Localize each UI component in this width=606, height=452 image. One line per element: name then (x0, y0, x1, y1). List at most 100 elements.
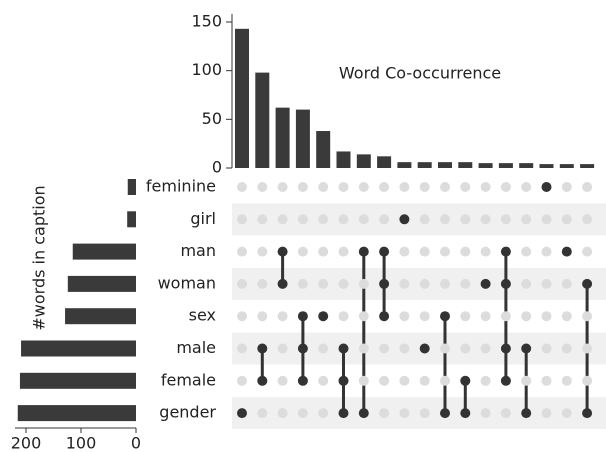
matrix-dot (358, 311, 369, 322)
matrix-dot (237, 311, 247, 322)
matrix-dot-active (297, 311, 308, 322)
matrix-dot (419, 214, 430, 225)
matrix-dot (480, 246, 491, 257)
matrix-dot-active (318, 311, 329, 322)
set-tick-label: 0 (131, 434, 141, 452)
matrix-dot (399, 246, 410, 257)
matrix-dot (440, 375, 450, 386)
matrix-dot (297, 246, 308, 257)
matrix-dot (379, 408, 390, 419)
matrix-dot-active (561, 246, 572, 257)
matrix-dot (460, 246, 471, 257)
matrix-dot (318, 408, 329, 419)
matrix-dot (582, 214, 593, 225)
matrix-dot-active (460, 408, 471, 419)
matrix-dot (318, 278, 329, 289)
matrix-dot (521, 214, 532, 225)
set-bar (65, 308, 136, 325)
matrix-dot (358, 278, 369, 289)
matrix-dot (582, 343, 593, 354)
matrix-dot-active (500, 278, 511, 289)
matrix-dot (582, 311, 593, 322)
matrix-dot-active (358, 246, 369, 257)
matrix-dot (237, 278, 247, 289)
bar (580, 164, 595, 168)
matrix-dot (277, 408, 288, 419)
matrix-dot (257, 214, 268, 225)
matrix-dot (521, 375, 532, 386)
matrix-dot-active (379, 311, 390, 322)
y-tick-label: 150 (191, 12, 222, 31)
matrix-dot (297, 278, 308, 289)
matrix-dot (561, 343, 572, 354)
matrix-dot (561, 278, 572, 289)
matrix-dot (358, 375, 369, 386)
matrix-dot (237, 182, 247, 192)
bar (458, 162, 473, 168)
matrix-dot (419, 182, 430, 192)
matrix-dot-active (297, 343, 308, 354)
matrix-dot-active (257, 375, 268, 386)
matrix-dot (277, 343, 288, 354)
matrix-dot-active (500, 375, 511, 386)
bar (295, 109, 310, 168)
bar (417, 162, 432, 168)
matrix-dot-active (297, 375, 308, 386)
matrix-dot (338, 311, 349, 322)
set-label: girl (190, 209, 216, 228)
bar (397, 162, 412, 168)
matrix-dot (358, 214, 369, 225)
matrix-dot-active (521, 343, 532, 354)
matrix-dot (419, 375, 430, 386)
set-bar (67, 275, 136, 292)
matrix-dot-active (582, 278, 593, 289)
matrix-dot-active (237, 408, 247, 419)
matrix-dot (541, 375, 552, 386)
bar (336, 151, 351, 168)
matrix-dot-active (500, 246, 511, 257)
matrix-dot (541, 408, 552, 419)
matrix-dot-active (257, 343, 268, 354)
matrix-dot-active (399, 214, 410, 225)
set-tick-label: 200 (11, 434, 42, 452)
matrix-dot (338, 182, 349, 192)
matrix-dot (318, 246, 329, 257)
matrix-dot-active (521, 408, 532, 419)
matrix-dot (318, 375, 329, 386)
matrix-dot (440, 343, 450, 354)
matrix-dot (379, 182, 390, 192)
matrix-dot (237, 214, 247, 225)
matrix-dot-active (379, 278, 390, 289)
matrix-dot (480, 182, 491, 192)
bar (438, 162, 452, 168)
matrix-dot (257, 246, 268, 257)
bar (498, 163, 513, 168)
matrix-dot (440, 214, 450, 225)
bar (275, 107, 290, 168)
matrix-dot (257, 408, 268, 419)
matrix-dot (480, 408, 491, 419)
matrix-dot (399, 278, 410, 289)
matrix-dot (582, 182, 593, 192)
bar (377, 156, 392, 168)
matrix-dot (561, 408, 572, 419)
matrix-dot (257, 278, 268, 289)
set-axis-label: #words in caption (30, 185, 49, 330)
matrix-dot (440, 246, 450, 257)
matrix-dot-active (277, 278, 288, 289)
matrix-dot (500, 182, 511, 192)
matrix-dot (338, 278, 349, 289)
matrix-dot-active (338, 375, 349, 386)
matrix-dot (541, 343, 552, 354)
bar (356, 154, 371, 168)
matrix-dot-active (419, 343, 430, 354)
matrix-dot (480, 375, 491, 386)
matrix-dot (318, 343, 329, 354)
matrix-dot (541, 278, 552, 289)
matrix-dot (277, 311, 288, 322)
bar (519, 163, 534, 168)
set-label: sex (189, 306, 216, 325)
matrix-dot (521, 182, 532, 192)
set-label: female (161, 370, 216, 389)
set-bar (127, 179, 136, 195)
